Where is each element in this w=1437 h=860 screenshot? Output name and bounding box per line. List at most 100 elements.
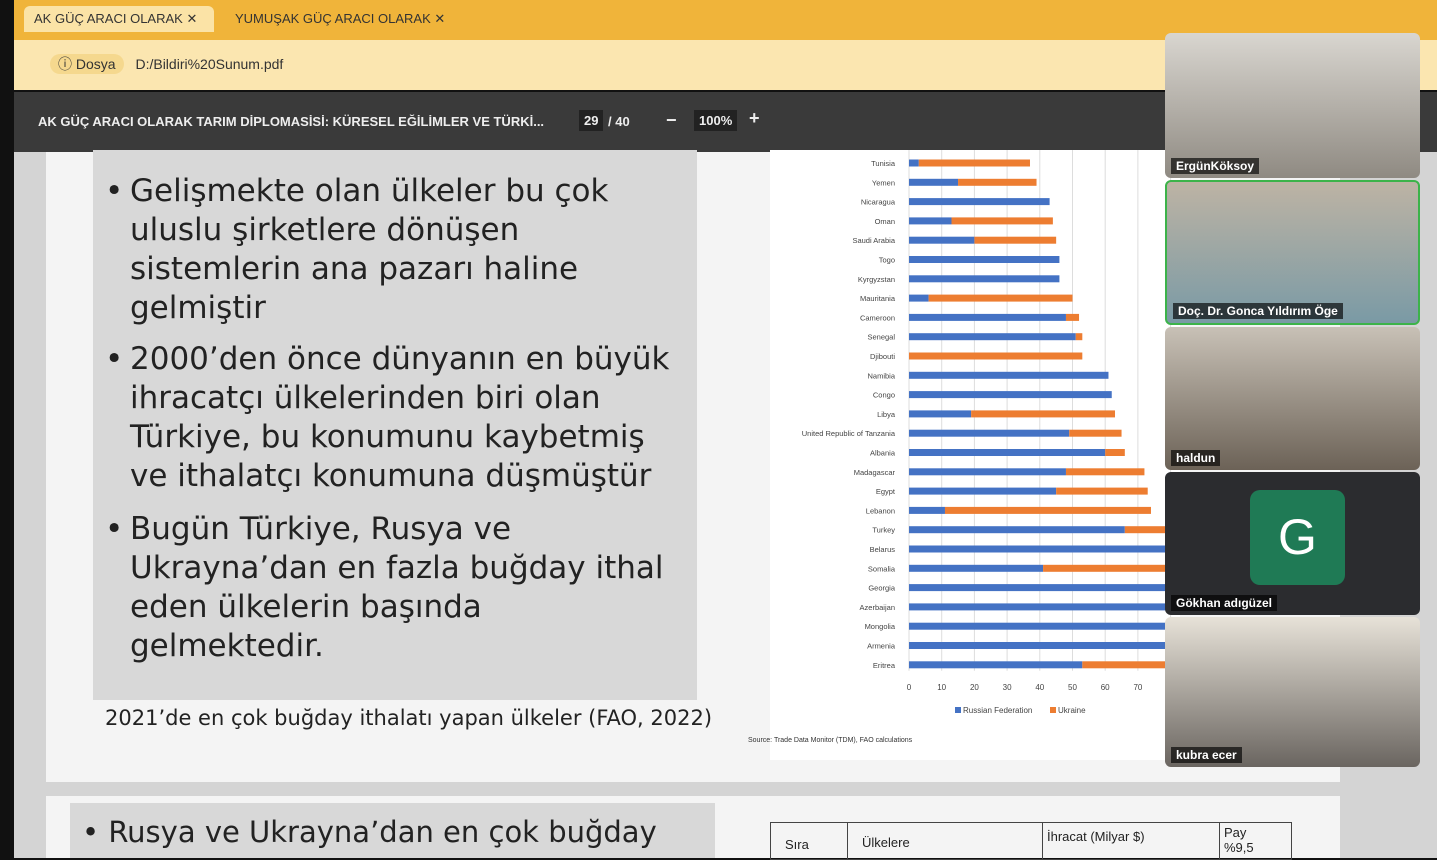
bar: [909, 430, 1069, 437]
y-tick-label: Djibouti: [870, 352, 895, 361]
x-tick-label: 60: [1101, 683, 1110, 692]
doc-title: AK GÜÇ ARACI OLARAK TARIM DİPLOMASİSİ: K…: [38, 114, 544, 129]
legend-swatch: [955, 707, 961, 713]
bar: [1066, 468, 1144, 475]
y-tick-label: Albania: [870, 449, 896, 458]
tab-title: YUMUŞAK GÜÇ ARACI OLARAK: [235, 11, 431, 26]
bar: [945, 507, 1151, 514]
th: Ülkelere: [848, 823, 1043, 859]
page-input[interactable]: 29: [579, 110, 603, 131]
tab[interactable]: YUMUŞAK GÜÇ ARACI OLARAK ✕: [225, 6, 455, 32]
y-tick-label: Somalia: [868, 564, 896, 573]
bar: [909, 565, 1043, 572]
participant-name: ErgünKöksoy: [1171, 158, 1259, 174]
bar: [929, 295, 1073, 302]
bullet-text: Gelişmekte olan ülkeler bu çok uluslu şi…: [105, 172, 685, 328]
tab-title: AK GÜÇ ARACI OLARAK: [34, 11, 183, 26]
bar: [958, 179, 1036, 186]
bullet-dot: •: [105, 510, 123, 549]
y-tick-label: Azerbaijan: [860, 603, 895, 612]
video-tile[interactable]: ErgünKöksoy: [1165, 33, 1420, 178]
video-tile[interactable]: kubra ecer: [1165, 617, 1420, 767]
bar: [909, 488, 1056, 495]
y-tick-label: United Republic of Tanzania: [802, 429, 896, 438]
table: Sıra Ülkelere İhracat (Milyar $) Pay%9,5: [770, 822, 1292, 860]
x-tick-label: 70: [1133, 683, 1142, 692]
zoom-in[interactable]: +: [749, 108, 760, 129]
scheme: Dosya: [76, 56, 116, 72]
bar: [909, 314, 1066, 321]
y-tick-label: Senegal: [867, 333, 895, 342]
y-tick-label: Yemen: [872, 178, 895, 187]
bullet-dot: •: [105, 172, 123, 211]
y-tick-label: Lebanon: [866, 506, 895, 515]
legend-swatch: [1050, 707, 1056, 713]
y-tick-label: Egypt: [876, 487, 896, 496]
bar: [909, 410, 971, 417]
bar: [1069, 430, 1121, 437]
y-tick-label: Togo: [879, 256, 895, 265]
y-tick-label: Saudi Arabia: [852, 236, 895, 245]
bar: [909, 603, 1180, 610]
bar: [909, 275, 1059, 282]
bar: [909, 642, 1180, 649]
y-tick-label: Congo: [873, 391, 895, 400]
th: Pay: [1224, 825, 1254, 840]
y-tick-label: Kyrgyzstan: [858, 275, 895, 284]
url-field[interactable]: ⓘ Dosya D:/Bildiri%20Sunum.pdf: [50, 50, 1150, 78]
bar: [919, 160, 1030, 167]
next-text-box: • Rusya ve Ukrayna’dan en çok buğday: [70, 803, 715, 858]
page-total: / 40: [608, 114, 630, 129]
chart-source: Source: Trade Data Monitor (TDM), FAO ca…: [748, 737, 913, 744]
zoom-out[interactable]: −: [666, 110, 677, 131]
participant-name: kubra ecer: [1171, 747, 1242, 763]
bar: [971, 410, 1115, 417]
bar: [1056, 488, 1148, 495]
bar: [909, 391, 1112, 398]
site-info[interactable]: ⓘ Dosya: [50, 54, 124, 74]
bar: [1105, 449, 1125, 456]
bar: [909, 295, 929, 302]
bar: [909, 623, 1180, 630]
bar: [1076, 333, 1083, 340]
bar: [909, 468, 1066, 475]
bar: [909, 217, 952, 224]
x-tick-label: 50: [1068, 683, 1077, 692]
x-tick-label: 40: [1035, 683, 1044, 692]
bar: [909, 256, 1059, 263]
bar: [909, 179, 958, 186]
bullet-text: Bugün Türkiye, Rusya ve Ukrayna’dan en f…: [105, 510, 685, 666]
y-tick-label: Namibia: [867, 371, 895, 380]
th: İhracat (Milyar $): [1043, 823, 1220, 859]
bar: [1066, 314, 1079, 321]
y-tick-label: Cameroon: [860, 313, 895, 322]
y-tick-label: Armenia: [867, 642, 896, 651]
x-tick-label: 30: [1003, 683, 1012, 692]
video-tile[interactable]: Doç. Dr. Gonca Yıldırım Öge: [1165, 180, 1420, 325]
y-tick-label: Belarus: [870, 545, 896, 554]
bar: [909, 449, 1105, 456]
y-tick-label: Mongolia: [865, 622, 896, 631]
bullet: •2000’den önce dünyanın en büyük ihracat…: [105, 340, 685, 496]
y-tick-label: Oman: [875, 217, 895, 226]
bar: [909, 661, 1082, 668]
bar: [909, 333, 1076, 340]
tab[interactable]: AK GÜÇ ARACI OLARAK ✕: [24, 6, 214, 32]
participant-name: haldun: [1171, 450, 1220, 466]
zoom[interactable]: 100%: [694, 110, 737, 131]
video-tile[interactable]: haldun: [1165, 327, 1420, 470]
legend-label: Russian Federation: [963, 706, 1032, 715]
bar: [909, 160, 919, 167]
bar: [974, 237, 1056, 244]
y-tick-label: Tunisia: [871, 159, 896, 168]
y-tick-label: Mauritania: [860, 294, 896, 303]
bar: [909, 507, 945, 514]
legend-label: Ukraine: [1058, 706, 1086, 715]
participant-name: Doç. Dr. Gonca Yıldırım Öge: [1173, 303, 1343, 319]
y-tick-label: Turkey: [872, 526, 895, 535]
bullet: •Gelişmekte olan ülkeler bu çok uluslu ş…: [105, 172, 685, 328]
bar: [909, 372, 1108, 379]
bar: [952, 217, 1053, 224]
x-tick-label: 0: [907, 683, 912, 692]
